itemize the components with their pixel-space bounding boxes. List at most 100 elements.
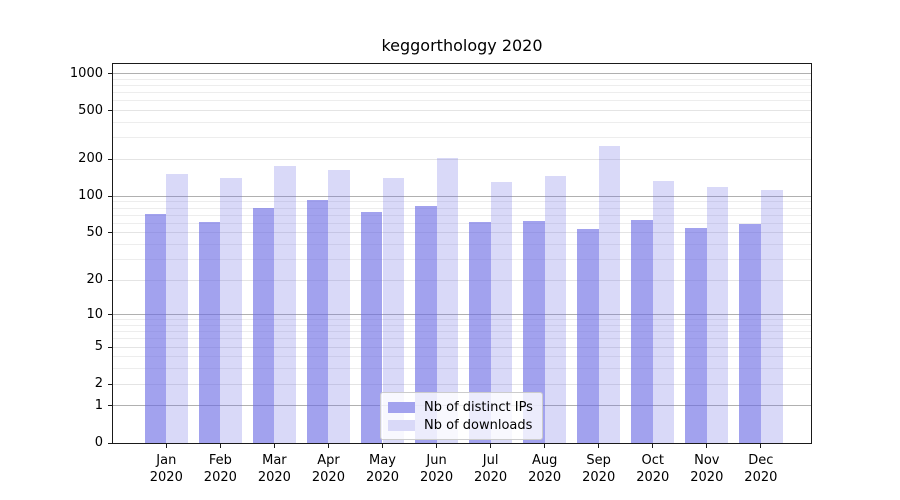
x-tick-label-may: May 2020 xyxy=(353,452,413,486)
bar-downloads xyxy=(166,173,188,443)
x-tick-mark xyxy=(598,444,600,448)
bar-downloads xyxy=(220,177,243,443)
gridline-y-8 xyxy=(113,325,811,327)
x-tick-year: 2020 xyxy=(528,470,562,485)
y-tick-label: 1000 xyxy=(69,65,103,81)
x-tick-mark xyxy=(327,444,329,448)
bar-distinct-ips xyxy=(577,228,599,443)
bar-distinct-ips xyxy=(306,200,329,443)
bar-downloads xyxy=(706,187,729,443)
bar-downloads xyxy=(490,182,513,443)
y-tick-mark xyxy=(108,232,112,234)
x-tick-year: 2020 xyxy=(149,470,183,485)
bar-downloads xyxy=(652,181,675,443)
gridline-y-4 xyxy=(113,356,811,358)
x-tick-mark xyxy=(165,444,167,448)
x-tick-label-jan: Jan 2020 xyxy=(136,452,196,486)
x-tick-label-feb: Feb 2020 xyxy=(190,452,250,486)
gridline-y-70 xyxy=(113,214,811,216)
x-tick-label-oct: Oct 2020 xyxy=(623,452,683,486)
x-tick-year: 2020 xyxy=(203,470,237,485)
y-tick-mark xyxy=(108,383,112,385)
legend-item-distinct-ips: Nb of distinct IPs xyxy=(388,398,535,416)
bar-distinct-ips xyxy=(144,214,167,443)
y-tick-mark xyxy=(108,442,112,444)
gridline-y-2 xyxy=(113,383,811,385)
x-tick-month: Aug xyxy=(531,453,558,468)
gridline-y-10 xyxy=(113,314,811,316)
gridline-y-500 xyxy=(113,110,811,112)
bar-downloads xyxy=(436,158,459,443)
x-tick-month: Dec xyxy=(748,453,774,468)
gridline-y-6 xyxy=(113,338,811,340)
plot-canvas xyxy=(113,64,811,443)
y-tick-label: 10 xyxy=(86,306,103,322)
x-tick-month: Apr xyxy=(317,453,340,468)
plot-area: 1000 500 200 100 50 20 10 5 2 1 0 Jan 2020 Feb 2020 Mar… xyxy=(70,63,812,485)
gridline-y-300 xyxy=(113,137,811,139)
x-tick-month: May xyxy=(369,453,396,468)
x-tick-mark xyxy=(273,444,275,448)
y-tick-label: 2 xyxy=(94,376,103,392)
x-tick-label-jun: Jun 2020 xyxy=(407,452,467,486)
bar-distinct-ips xyxy=(360,212,383,443)
x-tick-label-aug: Aug 2020 xyxy=(515,452,575,486)
y-tick-label: 200 xyxy=(78,151,103,167)
bar-distinct-ips xyxy=(631,219,653,443)
gridline-y-5 xyxy=(113,346,811,348)
legend: Nb of distinct IPs Nb of downloads xyxy=(380,392,543,440)
x-tick-year: 2020 xyxy=(690,470,724,485)
x-tick-mark xyxy=(652,444,654,448)
x-tick-month: Feb xyxy=(208,453,232,468)
bar-distinct-ips xyxy=(685,227,707,443)
x-tick-mark xyxy=(544,444,546,448)
x-tick-year: 2020 xyxy=(636,470,670,485)
x-tick-year: 2020 xyxy=(582,470,616,485)
chart-title: keggorthology 2020 xyxy=(381,36,543,55)
x-tick-year: 2020 xyxy=(311,470,345,485)
y-tick-mark xyxy=(108,110,112,112)
x-tick-mark xyxy=(760,444,762,448)
gridline-y-700 xyxy=(113,92,811,94)
bar-downloads xyxy=(598,145,621,443)
x-tick-month: Jan xyxy=(156,453,177,468)
x-tick-year: 2020 xyxy=(474,470,508,485)
x-tick-mark xyxy=(490,444,492,448)
bar-downloads xyxy=(760,190,783,443)
x-tick-month: Oct xyxy=(641,453,664,468)
gridline-y-200 xyxy=(113,158,811,160)
gridline-y-30 xyxy=(113,258,811,260)
bar-distinct-ips xyxy=(198,222,221,443)
x-tick-mark xyxy=(706,444,708,448)
x-tick-month: Sep xyxy=(586,453,611,468)
bar-distinct-ips xyxy=(739,224,761,443)
y-tick-label: 1 xyxy=(94,397,103,413)
bar-distinct-ips xyxy=(414,206,437,443)
y-tick-label: 500 xyxy=(78,102,103,118)
gridline-y-600 xyxy=(113,100,811,102)
x-tick-mark xyxy=(436,444,438,448)
legend-item-downloads: Nb of downloads xyxy=(388,416,535,434)
gridline-y-400 xyxy=(113,122,811,124)
legend-label-downloads: Nb of downloads xyxy=(424,417,533,433)
gridline-y-20 xyxy=(113,279,811,281)
y-tick-mark xyxy=(108,73,112,75)
x-tick-label-sep: Sep 2020 xyxy=(569,452,629,486)
x-tick-label-dec: Dec 2020 xyxy=(731,452,791,486)
y-tick-mark xyxy=(108,195,112,197)
gridline-y-1000 xyxy=(113,73,811,75)
x-tick-label-jul: Jul 2020 xyxy=(461,452,521,486)
x-tick-year: 2020 xyxy=(365,470,400,485)
x-tick-month: Mar xyxy=(262,453,287,468)
x-tick-year: 2020 xyxy=(744,470,778,485)
gridline-y-60 xyxy=(113,222,811,224)
gridline-y-80 xyxy=(113,207,811,209)
y-tick-label: 0 xyxy=(94,435,103,450)
y-tick-label: 50 xyxy=(86,224,103,240)
x-tick-label-apr: Apr 2020 xyxy=(298,452,358,486)
gridline-y-50 xyxy=(113,232,811,234)
x-tick-label-mar: Mar 2020 xyxy=(244,452,304,486)
gridline-y-100 xyxy=(113,195,811,197)
bar-downloads xyxy=(544,176,567,443)
